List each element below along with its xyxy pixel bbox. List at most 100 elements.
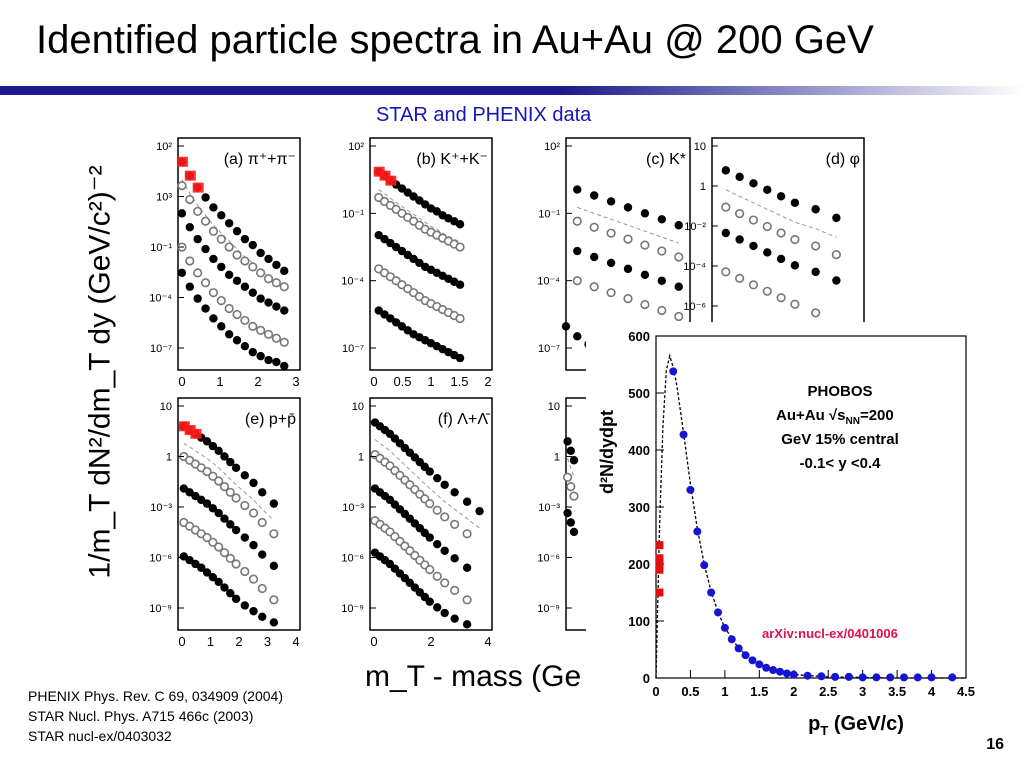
data-point	[214, 577, 223, 587]
y-tick-label: 10	[160, 401, 172, 413]
data-point	[231, 463, 241, 472]
data-point	[640, 270, 650, 280]
x-tick-label: 0	[370, 374, 377, 389]
theory-curve	[725, 189, 837, 238]
data-point	[831, 249, 841, 260]
data-point	[440, 480, 449, 489]
data-point	[240, 500, 250, 511]
data-point	[272, 260, 281, 270]
star-data-point	[178, 421, 190, 432]
data-point	[606, 288, 616, 298]
data-point	[462, 529, 472, 539]
reference-star-nucl-ex: STAR nucl-ex/0403032	[28, 728, 172, 744]
theory-curve	[374, 439, 480, 529]
y-tick-label: 10⁻¹	[342, 208, 364, 220]
phobos-data-point	[948, 673, 957, 682]
panel-g: 10 1 10⁻³ 10⁻⁶ 10⁻⁹	[537, 397, 591, 631]
data-point	[185, 194, 195, 205]
data-point	[219, 548, 230, 558]
data-point	[232, 226, 242, 236]
panel-e: 10 1 10⁻³ 10⁻⁶ 10⁻⁹ 0 1 2 3 4 (e) p+p̄	[149, 397, 301, 649]
data-point	[193, 206, 203, 216]
theory-curve	[183, 442, 275, 521]
y-tick-label: 10⁻⁶	[149, 553, 172, 565]
data-point	[224, 242, 234, 252]
data-point	[202, 499, 212, 508]
data-point	[790, 299, 800, 309]
spectra-x-axis-label: m_T - mass (Ge	[365, 660, 582, 693]
phobos-data-point	[669, 367, 678, 376]
data-point	[220, 514, 229, 523]
data-point	[674, 311, 684, 322]
y-tick-label: 600	[628, 329, 650, 344]
panel-label: (d) φ	[826, 151, 860, 168]
y-tick-label: 10⁻³	[150, 502, 172, 514]
x-tick-label: 3.5	[888, 684, 906, 699]
data-point	[440, 546, 449, 555]
star-data-point	[373, 166, 385, 177]
x-tick-label: 2	[235, 634, 242, 649]
title-rule	[0, 86, 1024, 95]
panel-label: (a) π⁺+π⁻	[224, 151, 296, 168]
data-point	[249, 540, 258, 550]
data-point	[248, 262, 258, 272]
data-point	[226, 589, 235, 598]
data-point	[202, 437, 212, 446]
data-point	[217, 322, 226, 331]
data-point	[450, 554, 459, 563]
x-tick-label: 0.5	[681, 684, 699, 699]
data-point	[569, 527, 579, 537]
phobos-data-point	[831, 672, 840, 681]
data-point	[640, 240, 650, 250]
data-point	[240, 234, 250, 244]
x-tick-label: 1.5	[750, 684, 768, 699]
data-point	[208, 226, 219, 236]
y-tick-label: 10⁻³	[538, 502, 560, 514]
y-tick-label: 10⁻⁴	[149, 293, 172, 305]
data-point	[657, 305, 667, 316]
phobos-data-point	[913, 673, 922, 682]
data-point	[185, 223, 195, 232]
data-point	[224, 270, 234, 280]
data-point	[748, 215, 759, 225]
panel-f: 10 1 10⁻³ 10⁻⁶ 10⁻⁹ 0 2 4 (f) Λ+Λ̄	[341, 397, 493, 649]
data-point	[440, 578, 450, 588]
data-point	[563, 508, 572, 518]
data-point	[208, 288, 219, 298]
data-point	[263, 274, 274, 284]
data-point	[606, 197, 616, 206]
data-point	[572, 216, 582, 226]
phobos-data-point	[679, 430, 688, 439]
data-point	[256, 248, 265, 258]
x-tick-label: 0	[178, 634, 185, 649]
x-tick-label: 1	[216, 374, 223, 389]
data-point	[208, 504, 218, 513]
data-point	[248, 240, 257, 250]
x-tick-label: 0	[178, 374, 185, 389]
data-point	[214, 542, 224, 552]
data-point	[776, 192, 786, 201]
data-point	[279, 282, 289, 292]
data-point	[566, 482, 576, 492]
y-tick-label: 10⁻⁹	[537, 603, 560, 615]
data-point	[566, 446, 575, 456]
data-point	[257, 583, 267, 594]
data-point	[762, 286, 772, 296]
data-point	[640, 299, 650, 310]
data-point	[561, 322, 571, 331]
star-data-point	[176, 156, 188, 167]
data-point	[606, 258, 616, 268]
data-point	[623, 203, 633, 212]
data-point	[425, 597, 434, 606]
data-point	[208, 441, 218, 451]
data-point	[240, 282, 250, 291]
data-point	[248, 508, 259, 518]
phobos-data-point	[707, 588, 716, 597]
y-tick-label: 10²	[348, 141, 364, 153]
data-point	[562, 472, 573, 482]
star-data-point	[385, 175, 397, 186]
y-tick-label: 10	[548, 401, 560, 413]
phobos-data-point	[858, 673, 867, 682]
data-point	[589, 252, 599, 262]
phobos-data-point	[748, 656, 757, 665]
